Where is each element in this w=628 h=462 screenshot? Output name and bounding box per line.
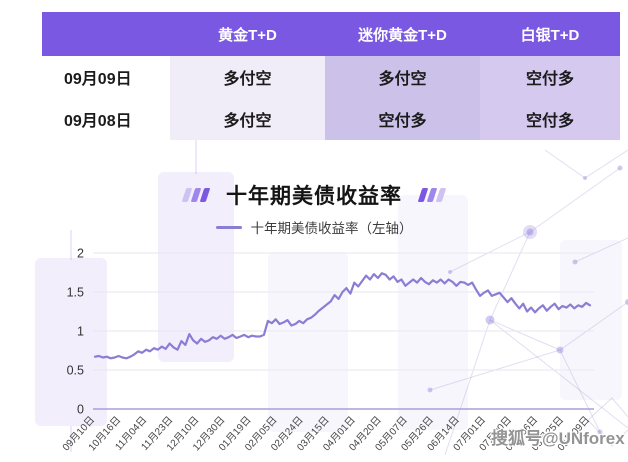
candlestick-wick-decoration	[195, 138, 197, 174]
tplusd-direction-table: 黄金T+D 迷你黄金T+D 白银T+D 09月09日 多付空 多付空 空付多 0…	[42, 12, 620, 140]
table-header-row: 黄金T+D 迷你黄金T+D 白银T+D	[42, 12, 620, 56]
x-tick-label: 12月30日	[190, 414, 227, 453]
row-date: 09月09日	[64, 71, 132, 88]
slash-bar	[435, 188, 447, 202]
cell-mini-gold: 空付多	[325, 98, 480, 140]
x-tick-label: 11月04日	[113, 414, 150, 453]
chart-title: 十年期美债收益率	[226, 185, 402, 208]
slash-bars-icon	[417, 188, 447, 202]
cell-silver: 空付多	[480, 98, 620, 140]
column-header-silver: 白银T+D	[520, 26, 580, 44]
legend-line-swatch	[215, 225, 242, 229]
x-tick-label: 01月19日	[216, 414, 253, 453]
x-tick-label: 04月20日	[347, 414, 384, 453]
slash-bar	[199, 188, 211, 202]
slash-bars-icon	[181, 188, 211, 202]
cell-silver: 空付多	[480, 56, 620, 98]
sohu-watermark: 搜狐号@UNforex	[491, 429, 625, 448]
column-header-gold: 黄金T+D	[218, 26, 277, 44]
x-tick-label: 12月10日	[164, 414, 201, 453]
candlestick-decoration	[268, 252, 348, 432]
cell-gold: 多付空	[170, 98, 325, 140]
candlestick-wick-decoration	[70, 426, 72, 452]
x-tick-label: 11月23日	[139, 414, 176, 453]
candlestick-wick-decoration	[70, 230, 72, 260]
candlestick-decoration	[35, 258, 107, 426]
column-header-mini-gold: 迷你黄金T+D	[358, 26, 447, 44]
table-row: 09月09日 多付空 多付空 空付多	[42, 56, 620, 98]
candlestick-decoration	[560, 240, 622, 400]
row-date: 09月08日	[64, 113, 132, 130]
chart-legend: 十年期美债收益率（左轴）	[0, 217, 628, 237]
cell-mini-gold: 多付空	[325, 56, 480, 98]
table-row: 09月08日 多付空 空付多 空付多	[42, 98, 620, 140]
legend-label: 十年期美债收益率（左轴）	[250, 221, 413, 236]
chart-title-row: 十年期美债收益率	[0, 180, 628, 210]
cell-gold: 多付空	[170, 56, 325, 98]
